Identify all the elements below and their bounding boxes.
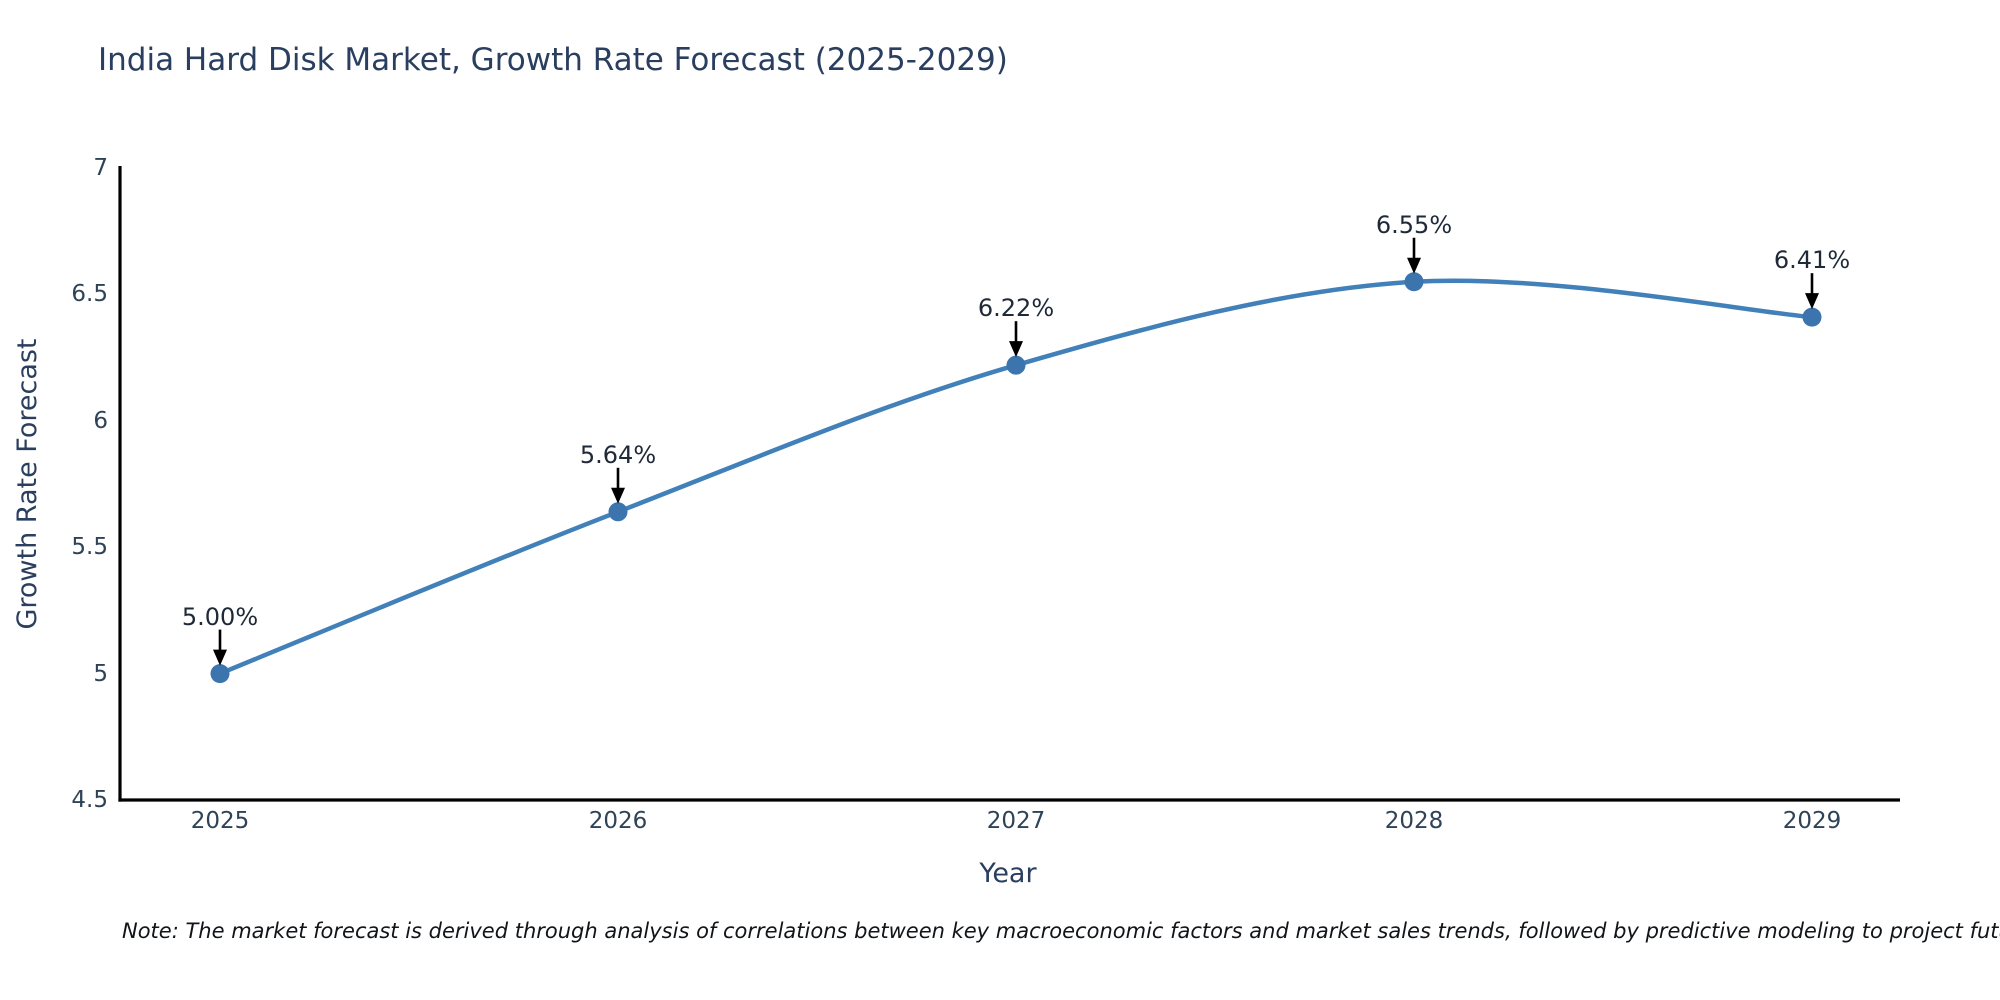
y-tick-6: 6 — [93, 407, 108, 434]
point-label-2027: 6.22% — [977, 294, 1055, 323]
footnote: Note: The market forecast is derived thr… — [122, 919, 2000, 943]
point-label-2028: 6.55% — [1375, 210, 1453, 239]
y-tick-5: 5 — [93, 660, 108, 687]
x-tick-2026: 2026 — [588, 808, 648, 834]
x-tick-2027: 2027 — [986, 808, 1046, 834]
x-tick-2028: 2028 — [1384, 808, 1444, 834]
data-point-2025 — [210, 664, 230, 684]
data-point-2028 — [1404, 272, 1424, 292]
chart-title: India Hard Disk Market, Growth Rate Fore… — [98, 42, 1008, 78]
point-label-2025: 5.00% — [181, 602, 259, 631]
y-axis-title: Growth Rate Forecast — [12, 338, 43, 630]
annotation-arrowhead-icon — [213, 649, 227, 666]
y-tick-7: 7 — [93, 155, 108, 181]
data-point-2027 — [1006, 355, 1026, 375]
x-axis-title: Year — [979, 858, 1037, 889]
annotation-arrowhead-icon — [1805, 293, 1819, 310]
point-label-2026: 5.64% — [579, 440, 657, 469]
annotation-arrowhead-icon — [611, 487, 625, 504]
x-tick-2029: 2029 — [1782, 808, 1842, 834]
annotation-arrowhead-icon — [1009, 341, 1023, 358]
y-tick-4.5: 4.5 — [71, 787, 108, 813]
y-tick-6.5: 6.5 — [71, 281, 108, 308]
point-label-2029: 6.41% — [1773, 246, 1851, 275]
x-tick-2025: 2025 — [190, 808, 250, 834]
annotation-arrowhead-icon — [1407, 257, 1421, 274]
data-point-2029 — [1802, 307, 1822, 327]
y-tick-5.5: 5.5 — [71, 534, 108, 561]
data-point-2026 — [608, 502, 628, 522]
